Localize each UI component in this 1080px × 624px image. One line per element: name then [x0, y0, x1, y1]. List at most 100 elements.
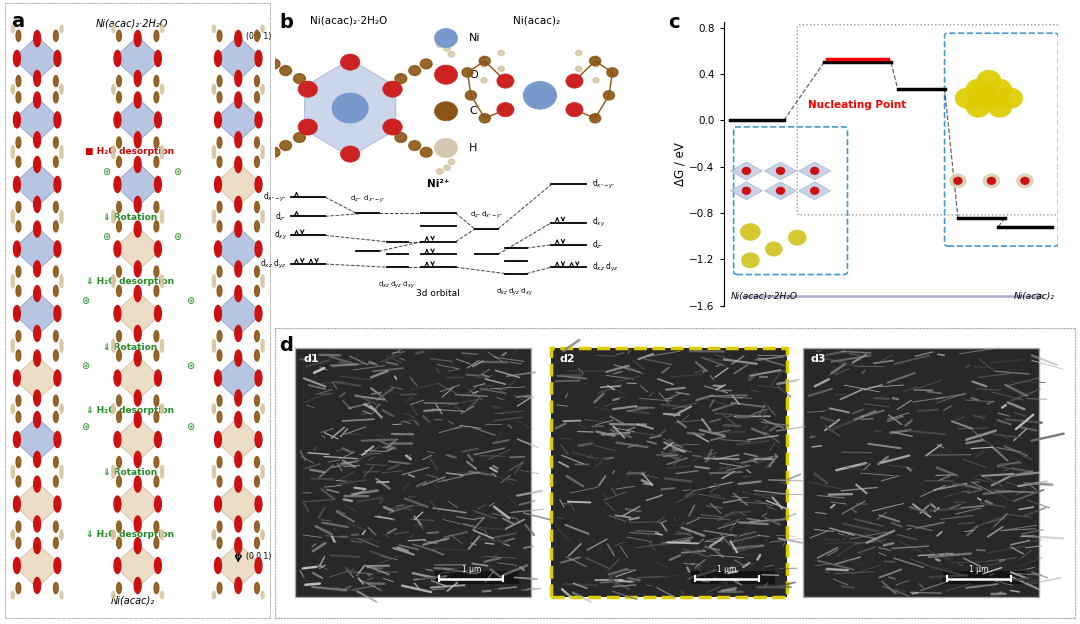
- Circle shape: [112, 466, 114, 473]
- Circle shape: [54, 285, 58, 296]
- Circle shape: [112, 146, 114, 153]
- Circle shape: [976, 71, 1001, 90]
- Circle shape: [117, 266, 121, 277]
- Circle shape: [566, 74, 583, 88]
- Circle shape: [217, 92, 221, 103]
- Circle shape: [590, 56, 600, 66]
- Circle shape: [112, 532, 114, 540]
- Text: ⊛: ⊛: [102, 167, 110, 177]
- Circle shape: [480, 56, 490, 66]
- Circle shape: [11, 151, 14, 158]
- Circle shape: [988, 97, 1012, 117]
- Circle shape: [987, 177, 996, 184]
- Polygon shape: [113, 482, 162, 526]
- Polygon shape: [13, 544, 60, 588]
- Polygon shape: [765, 162, 797, 180]
- Bar: [802, 348, 1039, 597]
- Circle shape: [161, 151, 163, 158]
- Polygon shape: [13, 36, 60, 80]
- Text: b: b: [280, 12, 293, 32]
- Circle shape: [215, 177, 221, 192]
- Circle shape: [114, 496, 121, 512]
- Circle shape: [154, 221, 159, 232]
- Circle shape: [33, 31, 41, 47]
- Circle shape: [16, 266, 21, 277]
- Text: Ni(acac)₂: Ni(acac)₂: [1014, 292, 1055, 301]
- Circle shape: [33, 350, 41, 366]
- Circle shape: [54, 432, 60, 447]
- Circle shape: [117, 202, 121, 213]
- Text: (0 0 1): (0 0 1): [246, 552, 271, 561]
- Circle shape: [134, 221, 141, 237]
- Circle shape: [11, 146, 14, 153]
- Circle shape: [988, 79, 1012, 100]
- Circle shape: [217, 221, 221, 232]
- Circle shape: [33, 92, 41, 108]
- Circle shape: [59, 87, 63, 94]
- Circle shape: [13, 496, 21, 512]
- Circle shape: [13, 306, 21, 321]
- Circle shape: [54, 331, 58, 342]
- Circle shape: [261, 471, 265, 478]
- Circle shape: [217, 476, 221, 487]
- Polygon shape: [113, 417, 162, 462]
- Circle shape: [154, 521, 159, 532]
- Circle shape: [607, 68, 618, 77]
- Circle shape: [234, 390, 242, 406]
- Circle shape: [54, 350, 58, 361]
- Circle shape: [54, 496, 60, 512]
- Circle shape: [434, 65, 458, 84]
- Circle shape: [59, 592, 63, 599]
- Circle shape: [134, 390, 141, 406]
- Circle shape: [33, 516, 41, 532]
- Circle shape: [134, 451, 141, 467]
- Polygon shape: [113, 356, 162, 400]
- Polygon shape: [113, 162, 162, 207]
- Circle shape: [117, 411, 121, 422]
- Circle shape: [217, 411, 221, 422]
- Circle shape: [161, 532, 163, 540]
- Circle shape: [524, 82, 556, 109]
- Circle shape: [54, 411, 58, 422]
- Circle shape: [213, 532, 216, 540]
- Text: O: O: [469, 70, 477, 80]
- Circle shape: [117, 521, 121, 532]
- Circle shape: [33, 451, 41, 467]
- Circle shape: [114, 370, 121, 386]
- Circle shape: [434, 139, 458, 157]
- Circle shape: [33, 71, 41, 86]
- Circle shape: [117, 156, 121, 167]
- Circle shape: [161, 210, 163, 218]
- Circle shape: [154, 112, 161, 128]
- Circle shape: [255, 331, 259, 342]
- Bar: [551, 348, 787, 597]
- Circle shape: [33, 577, 41, 593]
- Text: d3: d3: [811, 354, 826, 364]
- Circle shape: [234, 476, 242, 492]
- Circle shape: [593, 62, 599, 67]
- Circle shape: [217, 537, 221, 548]
- Circle shape: [54, 266, 58, 277]
- Text: ⇓ Rotation: ⇓ Rotation: [103, 343, 157, 352]
- Circle shape: [255, 557, 262, 573]
- Circle shape: [16, 521, 21, 532]
- Circle shape: [11, 84, 14, 92]
- Circle shape: [112, 406, 114, 414]
- Text: 1 μm: 1 μm: [717, 565, 737, 574]
- Circle shape: [117, 221, 121, 232]
- Circle shape: [434, 102, 458, 121]
- Circle shape: [33, 157, 41, 172]
- Circle shape: [161, 530, 163, 537]
- Circle shape: [154, 411, 159, 422]
- Polygon shape: [13, 98, 60, 142]
- Circle shape: [134, 157, 141, 172]
- Circle shape: [409, 66, 420, 76]
- Text: ⇓ H₂O desorption: ⇓ H₂O desorption: [85, 406, 174, 414]
- Circle shape: [436, 169, 443, 174]
- Circle shape: [261, 280, 265, 288]
- Circle shape: [261, 210, 265, 218]
- Circle shape: [217, 202, 221, 213]
- Circle shape: [215, 496, 221, 512]
- Circle shape: [257, 42, 264, 47]
- Circle shape: [16, 395, 21, 406]
